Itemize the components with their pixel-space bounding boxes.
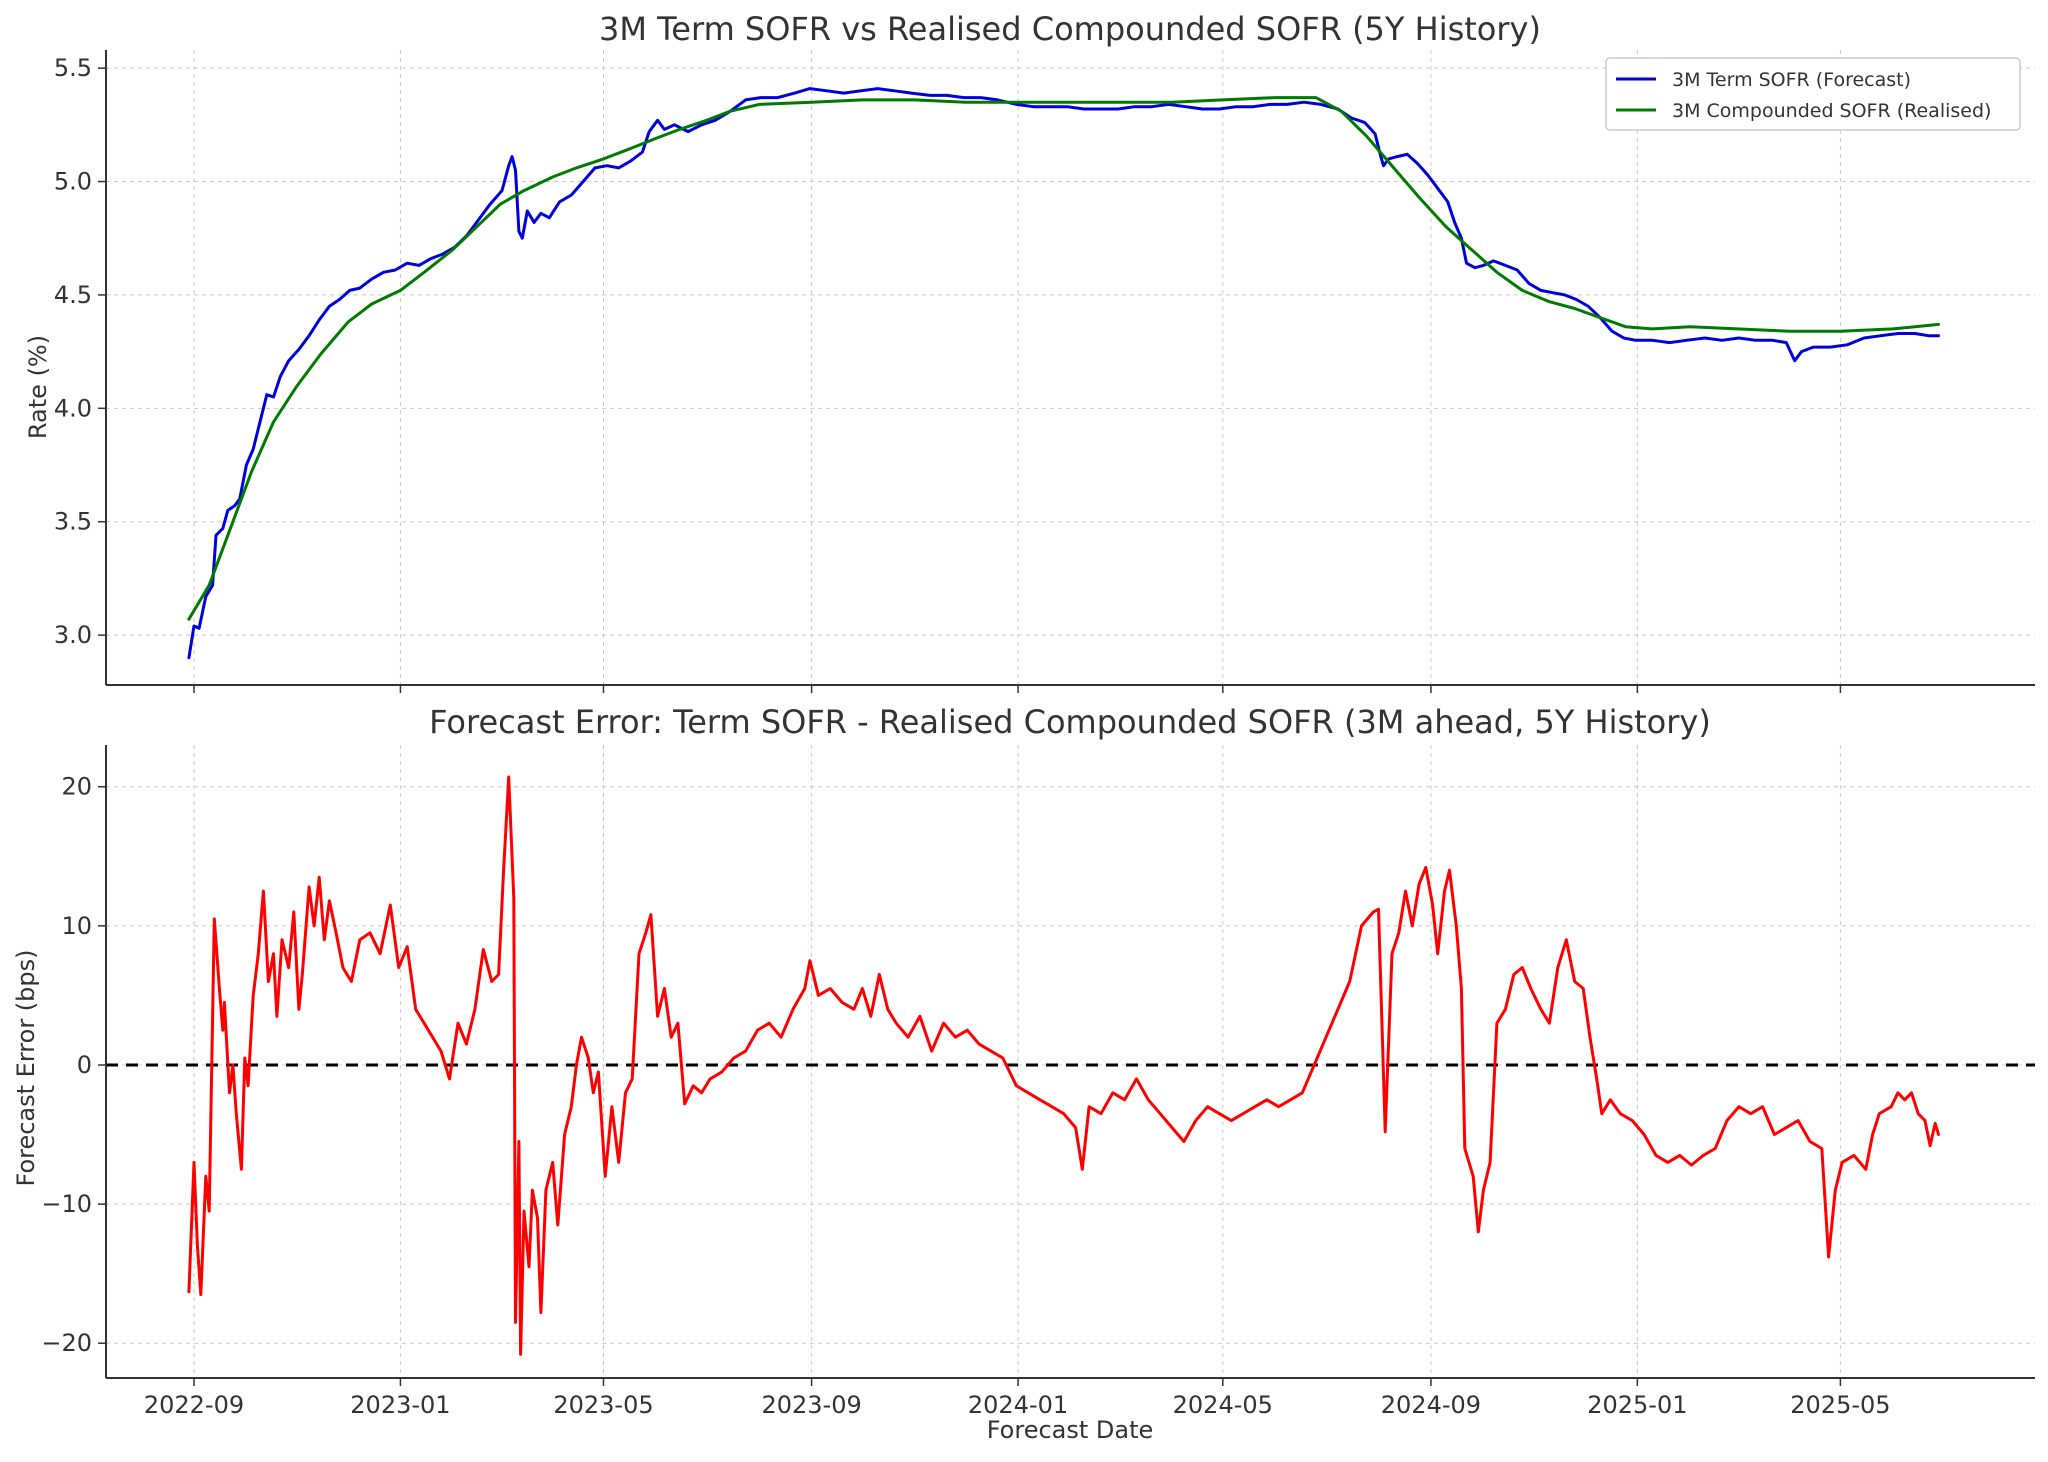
- error-xtick-label: 2023-05: [553, 1391, 653, 1419]
- legend-label-term-sofr: 3M Term SOFR (Forecast): [1672, 69, 1911, 91]
- error-ytick-label: −10: [41, 1190, 92, 1218]
- series-error-line: [187, 775, 1940, 1356]
- rate-ytick-label: 3.5: [54, 508, 92, 536]
- error-series: [187, 775, 1940, 1356]
- error-xtick-label: 2024-01: [968, 1391, 1068, 1419]
- error-ticks: −20 −10 0 10 20 2022-09 2023-01 2023-05 2023-09 2…: [41, 773, 1890, 1419]
- error-ytick-label: −20: [41, 1329, 92, 1357]
- rate-ytick-label: 5.5: [54, 54, 92, 82]
- error-xtick-label: 2025-01: [1587, 1391, 1687, 1419]
- error-xtick-label: 2025-05: [1790, 1391, 1890, 1419]
- legend-label-compounded-sofr: 3M Compounded SOFR (Realised): [1672, 100, 1991, 122]
- rate-axes: [105, 50, 2035, 686]
- error-y-axis-label: Forecast Error (bps): [12, 949, 40, 1186]
- error-xtick-label: 2024-09: [1381, 1391, 1481, 1419]
- rate-y-axis-label: Rate (%): [24, 335, 52, 439]
- rate-gridlines: [106, 50, 2035, 685]
- error-ytick-label: 10: [61, 912, 92, 940]
- rate-ytick-label: 4.0: [54, 394, 92, 422]
- rate-chart-title: 3M Term SOFR vs Realised Compounded SOFR…: [599, 10, 1541, 48]
- rate-ticks: 3.0 3.5 4.0 4.5 5.0 5.5: [54, 54, 1842, 693]
- error-xtick-label: 2023-09: [761, 1391, 861, 1419]
- rate-series: [187, 87, 1940, 660]
- rate-panel: 3M Term SOFR vs Realised Compounded SOFR…: [24, 10, 2035, 693]
- rate-ytick-label: 5.0: [54, 168, 92, 196]
- rate-ytick-label: 3.0: [54, 621, 92, 649]
- error-ytick-label: 20: [61, 773, 92, 801]
- error-xtick-label: 2022-09: [144, 1391, 244, 1419]
- rate-legend: 3M Term SOFR (Forecast) 3M Compounded SO…: [1605, 57, 2021, 131]
- error-chart-title: Forecast Error: Term SOFR - Realised Com…: [429, 703, 1711, 741]
- series-3m-term-sofr-forecast: [187, 87, 1940, 660]
- error-xtick-label: 2023-01: [350, 1391, 450, 1419]
- series-3m-compounded-sofr-realised: [187, 96, 1940, 621]
- legend-box: [1605, 57, 2021, 131]
- error-x-axis-label: Forecast Date: [987, 1416, 1154, 1444]
- error-axes: [105, 745, 2035, 1379]
- rate-ytick-label: 4.5: [54, 281, 92, 309]
- error-xtick-label: 2024-05: [1173, 1391, 1273, 1419]
- error-ytick-label: 0: [77, 1051, 92, 1079]
- error-panel: Forecast Error: Term SOFR - Realised Com…: [12, 703, 2035, 1444]
